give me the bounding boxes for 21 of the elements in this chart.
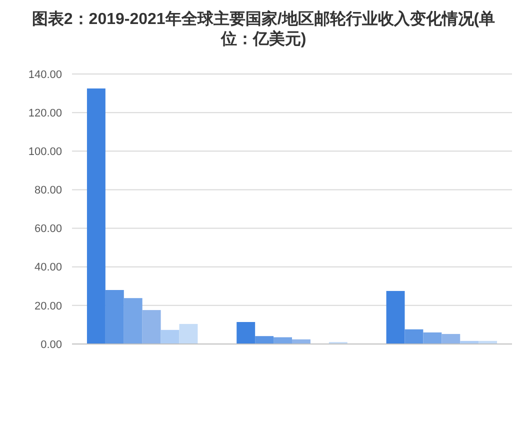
bar (105, 290, 124, 344)
bar (386, 290, 405, 344)
bar (179, 324, 198, 344)
bar (423, 332, 442, 344)
y-tick-label: 60.00 (34, 223, 62, 236)
bar (255, 336, 274, 344)
y-tick-label: 20.00 (34, 300, 62, 312)
y-tick-label: 0.00 (40, 338, 62, 351)
bar (142, 310, 161, 344)
bar (236, 322, 256, 344)
y-tick-label: 80.00 (34, 184, 62, 197)
y-tick-label: 120.00 (28, 107, 62, 120)
bar (160, 330, 180, 344)
y-tick-label: 40.00 (34, 262, 62, 274)
bar (442, 334, 460, 344)
bar (404, 329, 424, 344)
chart-title: 图表2：2019-2021年全球主要国家/地区邮轮行业收入变化情况(单位：亿美元) (32, 9, 496, 48)
y-tick-label: 100.00 (28, 146, 62, 158)
y-tick-label: 140.00 (28, 68, 62, 81)
bar (124, 298, 142, 344)
bar (86, 88, 106, 344)
